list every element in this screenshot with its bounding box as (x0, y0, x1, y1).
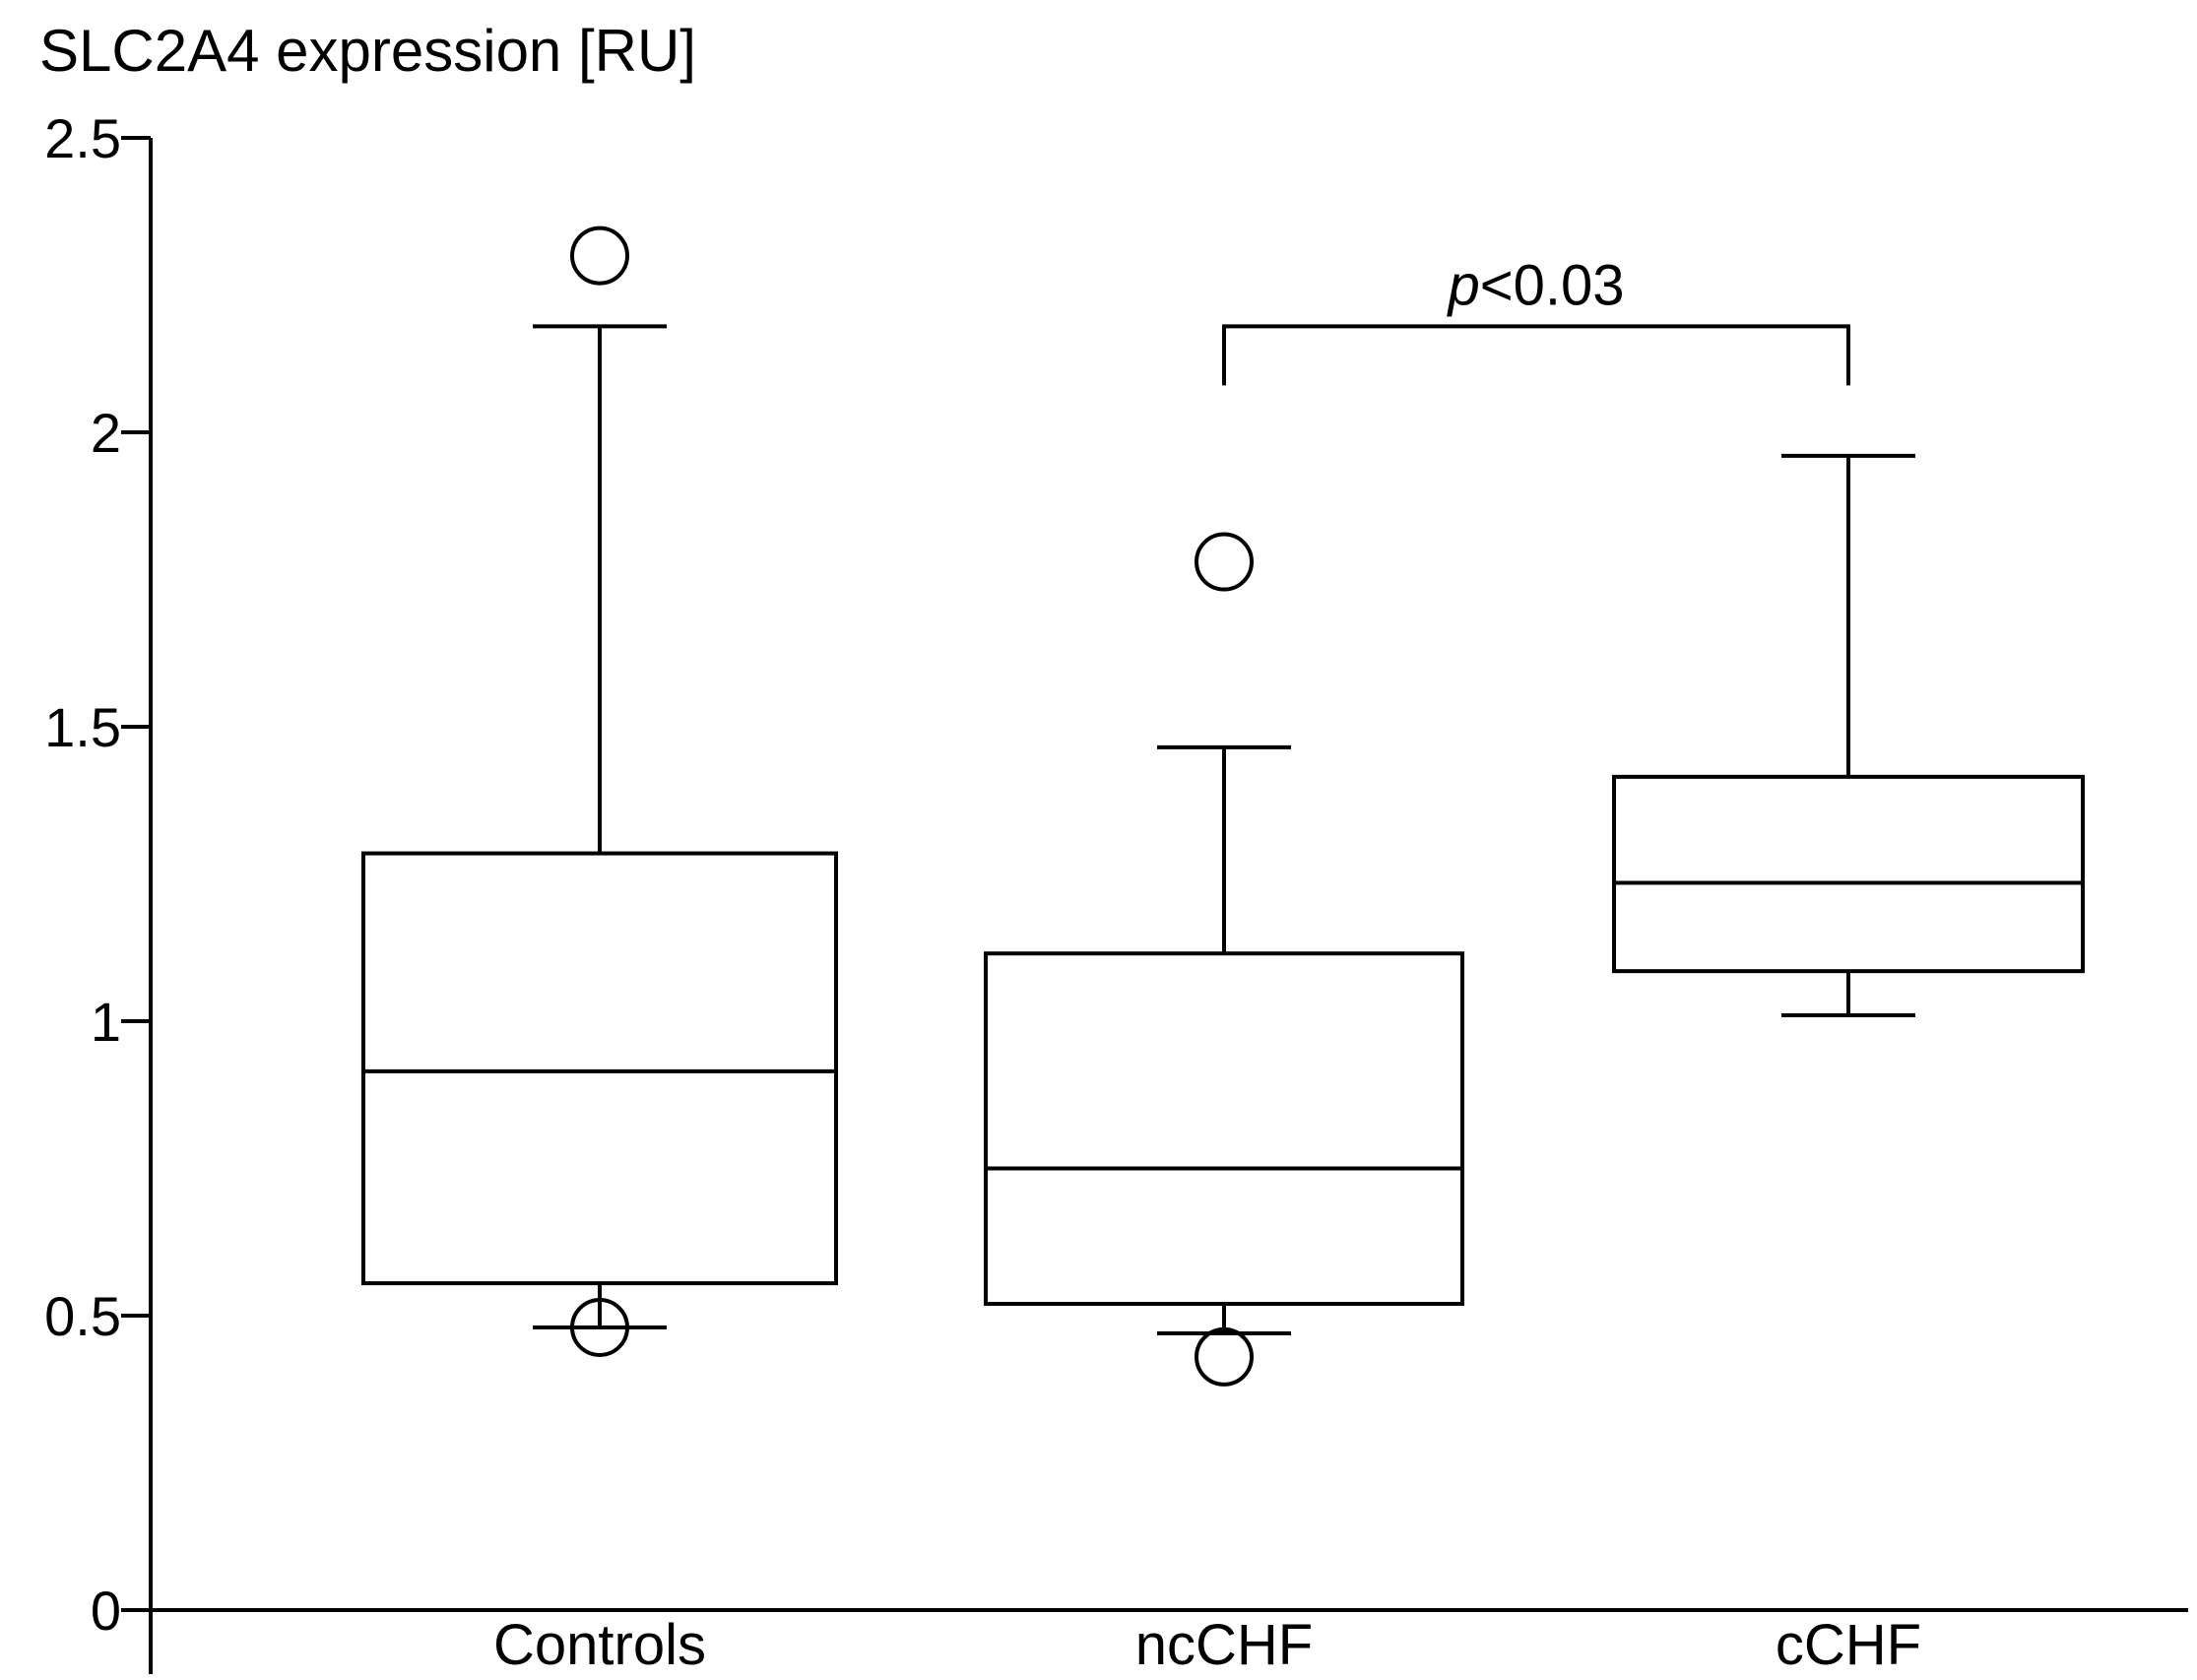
outlier-point (1195, 1326, 1254, 1387)
boxes (361, 226, 2085, 1387)
y-tick-label: 2 (91, 402, 121, 464)
iqr-box (1612, 774, 2085, 974)
significance-bracket (1222, 324, 1850, 386)
outlier-point (570, 226, 629, 286)
y-tick-label: 1 (91, 991, 121, 1053)
y-axis-ticks: 0 0.5 1 1.5 2 2.5 (44, 107, 151, 1642)
y-axis-title: SLC2A4 expression [RU] (39, 18, 696, 84)
y-tick-label: 0.5 (44, 1285, 121, 1347)
outlier-point (1195, 532, 1254, 592)
annotations: p<0.03 (1222, 253, 1850, 386)
p-value-label: p<0.03 (1446, 253, 1624, 317)
box-group-controls (361, 226, 838, 1357)
y-tick-label: 0 (91, 1580, 121, 1642)
p-value: <0.03 (1480, 253, 1625, 317)
y-tick-label: 1.5 (44, 696, 121, 758)
iqr-box (984, 951, 1464, 1307)
box-group-cchf (1612, 453, 2085, 1018)
x-category-label: cCHF (1776, 1613, 1921, 1677)
significance-annotation: p<0.03 (1222, 253, 1850, 386)
p-symbol: p (1446, 253, 1479, 317)
x-category-label: Controls (493, 1613, 706, 1677)
box-group-ncchf (984, 532, 1464, 1387)
axes (149, 138, 2188, 1674)
iqr-box (361, 851, 838, 1286)
y-tick-label: 2.5 (44, 107, 121, 169)
x-axis-labels: Controls ncCHF cCHF (493, 1613, 1921, 1677)
x-category-label: ncCHF (1135, 1613, 1313, 1677)
outlier-point (570, 1297, 629, 1357)
